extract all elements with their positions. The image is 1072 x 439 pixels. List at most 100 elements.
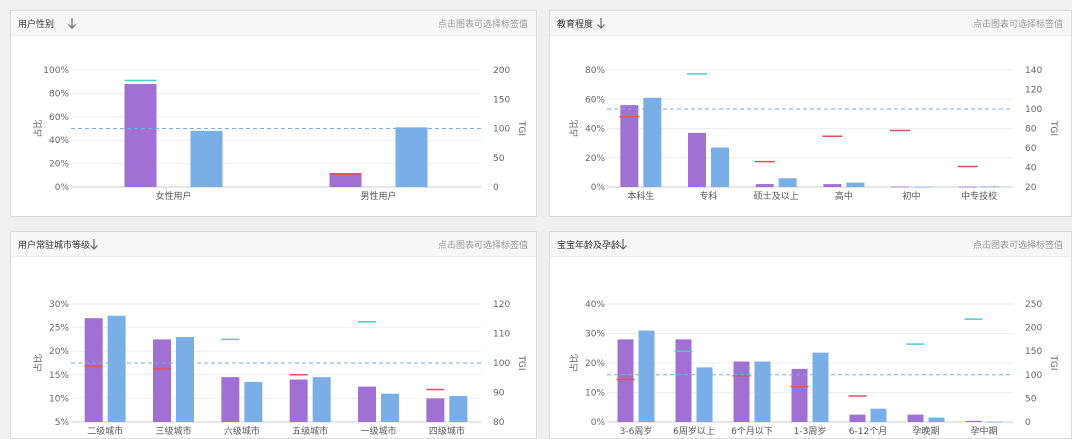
- x-tick-label: 专科: [699, 190, 717, 202]
- bar-series-1: [891, 186, 909, 188]
- bar-series-2: [928, 417, 945, 422]
- y-left-tick-label: 0%: [55, 183, 70, 193]
- y-left-tick-label: 15%: [49, 371, 69, 381]
- bar-series-1: [958, 186, 977, 188]
- y-right-axis-label: TGI: [1048, 354, 1058, 370]
- y-right-tick-label: 40: [1025, 164, 1037, 174]
- chart-city-tier[interactable]: 5% 10% 15% 20% 25% 30% 80 90 100 110 120 占比 TGI 二级城市 三…: [11, 256, 536, 438]
- y-left-tick-label: 40%: [49, 136, 69, 146]
- bar-series-1: [329, 172, 362, 187]
- bar-series-1: [221, 377, 240, 422]
- bar-series-1: [358, 386, 376, 422]
- x-tick-label: 中专技校: [961, 190, 997, 202]
- bar-series-1: [791, 368, 808, 422]
- y-right-tick-label: 0: [493, 183, 499, 193]
- y-left-axis-label: 占比: [568, 354, 580, 372]
- y-left-tick-label: 10%: [49, 394, 69, 404]
- y-left-tick-label: 20%: [49, 160, 69, 170]
- panel-header: 用户常驻城市等级 点击图表可选择标签值: [11, 232, 536, 257]
- x-tick-label: 6-12个月: [849, 426, 887, 437]
- y-left-tick-label: 0%: [591, 183, 606, 193]
- x-tick-label: 硕士及以上: [754, 190, 799, 202]
- bar-series-1: [965, 420, 982, 422]
- bar-series-2: [244, 381, 263, 422]
- x-tick-label: 孕中期: [970, 425, 997, 437]
- arrow-down-icon[interactable]: [618, 236, 628, 250]
- x-tick-label: 本科生: [627, 190, 654, 202]
- panel-baby-age: 宝宝年龄及孕龄 点击图表可选择标签值 0% 10% 20% 30% 40% 0 50 100 1…: [549, 231, 1072, 439]
- bar-series-2: [190, 130, 223, 187]
- y-right-tick-label: 100: [1025, 371, 1042, 381]
- y-right-tick-label: 120: [493, 300, 510, 310]
- bar-series-2: [381, 393, 399, 422]
- y-left-tick-label: 0%: [591, 418, 606, 428]
- y-right-tick-label: 200: [493, 66, 510, 76]
- chart-education[interactable]: 0% 20% 40% 60% 80% 20 40 60 80 100 120 140 占比 TGI 本科生 专…: [550, 35, 1071, 216]
- y-right-tick-label: 150: [1025, 347, 1042, 357]
- y-right-tick-label: 140: [1025, 66, 1042, 76]
- chart-hint: 点击图表可选择标签值: [972, 20, 1063, 30]
- bar-series-2: [981, 186, 1000, 188]
- bar-series-2: [778, 178, 797, 187]
- x-tick-label: 男性用户: [360, 190, 396, 202]
- y-left-tick-label: 40%: [585, 125, 605, 135]
- y-left-tick-label: 60%: [585, 95, 605, 105]
- bar-series-1: [617, 339, 634, 422]
- bar-series-1: [675, 339, 692, 422]
- bar-series-1: [755, 184, 774, 187]
- y-right-axis-label: TGI: [516, 354, 526, 370]
- y-left-tick-label: 80%: [585, 66, 605, 76]
- y-left-tick-label: 20%: [585, 359, 605, 369]
- chart-hint: 点击图表可选择标签值: [437, 241, 528, 251]
- x-tick-label: 1-3周岁: [794, 425, 827, 437]
- arrow-down-icon[interactable]: [67, 15, 77, 29]
- chart-baby-age[interactable]: 0% 10% 20% 30% 40% 0 50 100 150 200 250 占比 TGI 3-6周岁 6…: [550, 256, 1071, 438]
- y-right-tick-label: 60: [1025, 144, 1037, 154]
- bar-series-2: [312, 377, 331, 422]
- x-tick-label: 高中: [835, 190, 853, 202]
- chart-hint: 点击图表可选择标签值: [972, 241, 1063, 251]
- y-right-tick-label: 110: [493, 330, 510, 340]
- y-left-axis-label: 占比: [32, 354, 44, 372]
- bar-series-1: [289, 379, 308, 422]
- bar-series-2: [176, 337, 194, 422]
- bar-series-2: [395, 127, 428, 187]
- bar-series-2: [754, 361, 771, 422]
- y-right-tick-label: 20: [1025, 183, 1037, 193]
- y-left-tick-label: 5%: [55, 418, 70, 428]
- bar-series-1: [84, 318, 103, 422]
- y-left-axis-label: 占比: [32, 119, 44, 137]
- bar-series-1: [907, 414, 924, 422]
- panel-title: 用户常驻城市等级: [18, 241, 91, 251]
- y-right-tick-label: 80: [1025, 125, 1037, 135]
- x-tick-label: 6个月以下: [731, 426, 773, 437]
- bar-series-1: [849, 414, 866, 422]
- bar-series-1: [153, 339, 171, 422]
- bar-series-2: [643, 97, 662, 187]
- y-right-tick-label: 80: [493, 418, 505, 428]
- y-left-tick-label: 20%: [585, 154, 605, 164]
- y-left-tick-label: 60%: [49, 113, 69, 123]
- bar-series-1: [733, 361, 750, 422]
- y-left-tick-label: 10%: [585, 389, 605, 399]
- x-tick-label: 女性用户: [155, 190, 191, 202]
- panel-title: 用户性别: [18, 20, 55, 30]
- panel-header: 教育程度 点击图表可选择标签值: [550, 11, 1071, 36]
- bar-series-2: [812, 352, 829, 422]
- panel-gender: 用户性别 点击图表可选择标签值 0% 20% 40% 60% 80% 100% 0 50 100…: [10, 10, 537, 217]
- bar-series-2: [449, 396, 468, 422]
- bar-series-1: [688, 132, 706, 187]
- panel-header: 用户性别 点击图表可选择标签值: [11, 11, 536, 36]
- bar-series-1: [426, 398, 445, 422]
- y-left-tick-label: 20%: [49, 347, 69, 357]
- y-right-tick-label: 50: [493, 154, 505, 164]
- arrow-down-icon[interactable]: [89, 236, 99, 250]
- bar-series-2: [638, 330, 655, 422]
- y-right-tick-label: 120: [1025, 86, 1042, 96]
- y-right-tick-label: 50: [1025, 394, 1037, 404]
- arrow-down-icon[interactable]: [596, 15, 606, 29]
- bar-series-2: [711, 147, 729, 187]
- chart-gender[interactable]: 0% 20% 40% 60% 80% 100% 0 50 100 150 200 占比 TGI 女性用户 男…: [11, 35, 536, 216]
- x-tick-label: 三级城市: [155, 425, 191, 437]
- y-left-axis-label: 占比: [568, 119, 580, 137]
